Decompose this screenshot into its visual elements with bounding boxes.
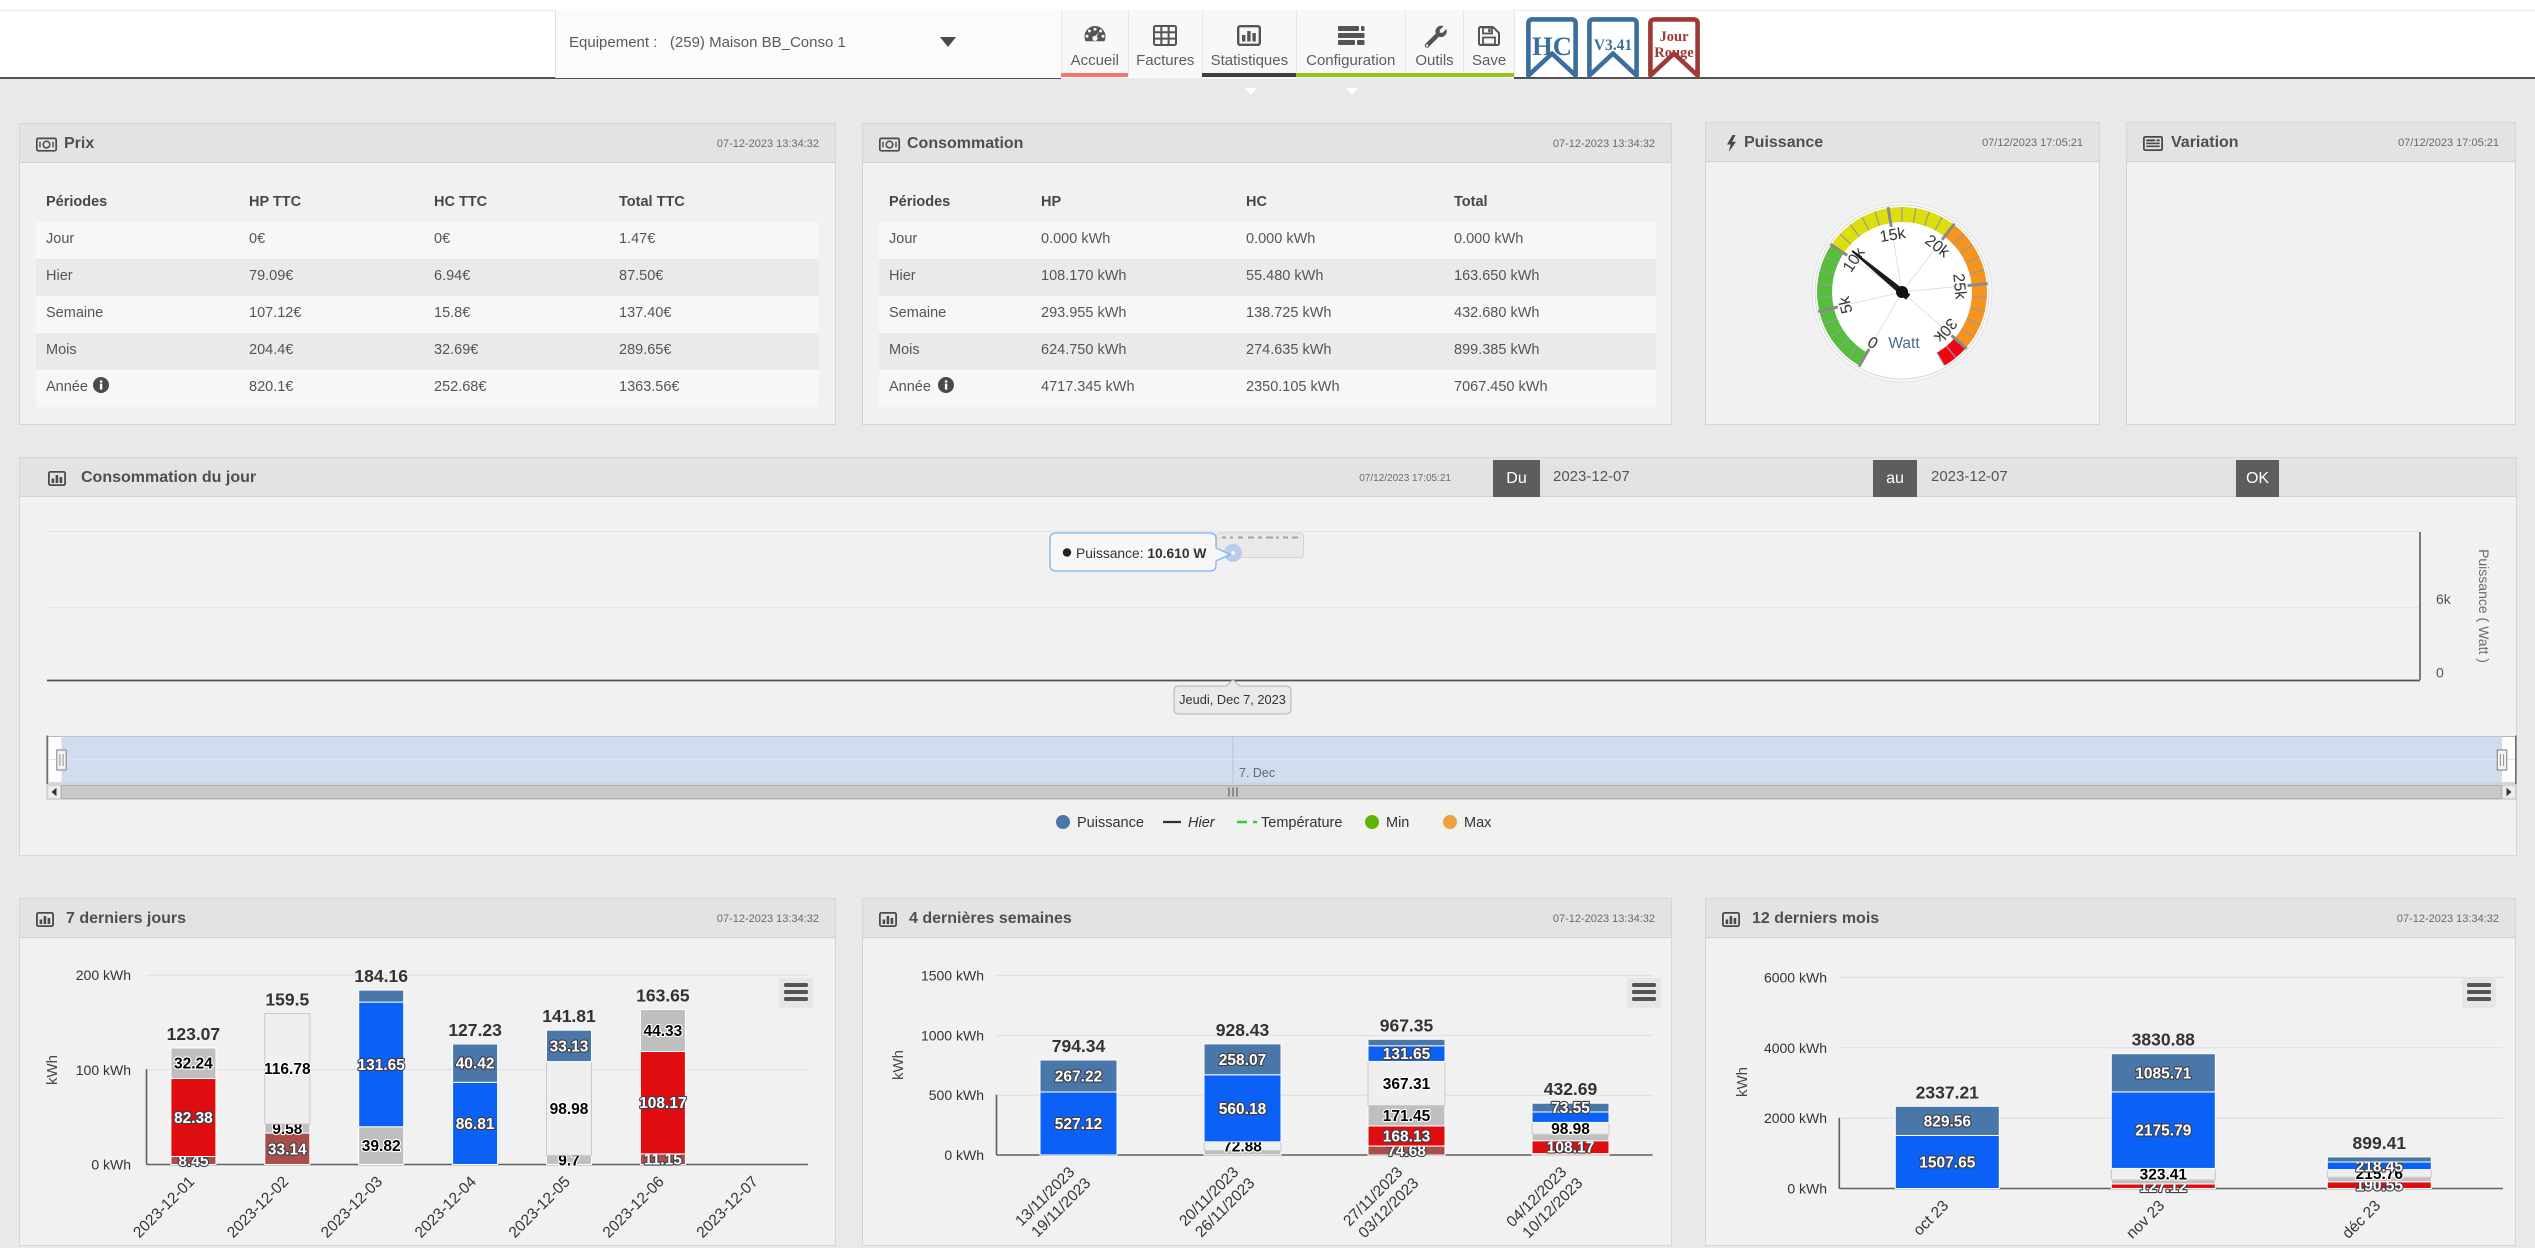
svg-text:V3.41: V3.41 (1594, 37, 1632, 54)
svg-text:Rouge: Rouge (1654, 45, 1694, 61)
svg-text:Jour: Jour (1660, 29, 1690, 45)
svg-text:HC: HC (1532, 31, 1572, 61)
